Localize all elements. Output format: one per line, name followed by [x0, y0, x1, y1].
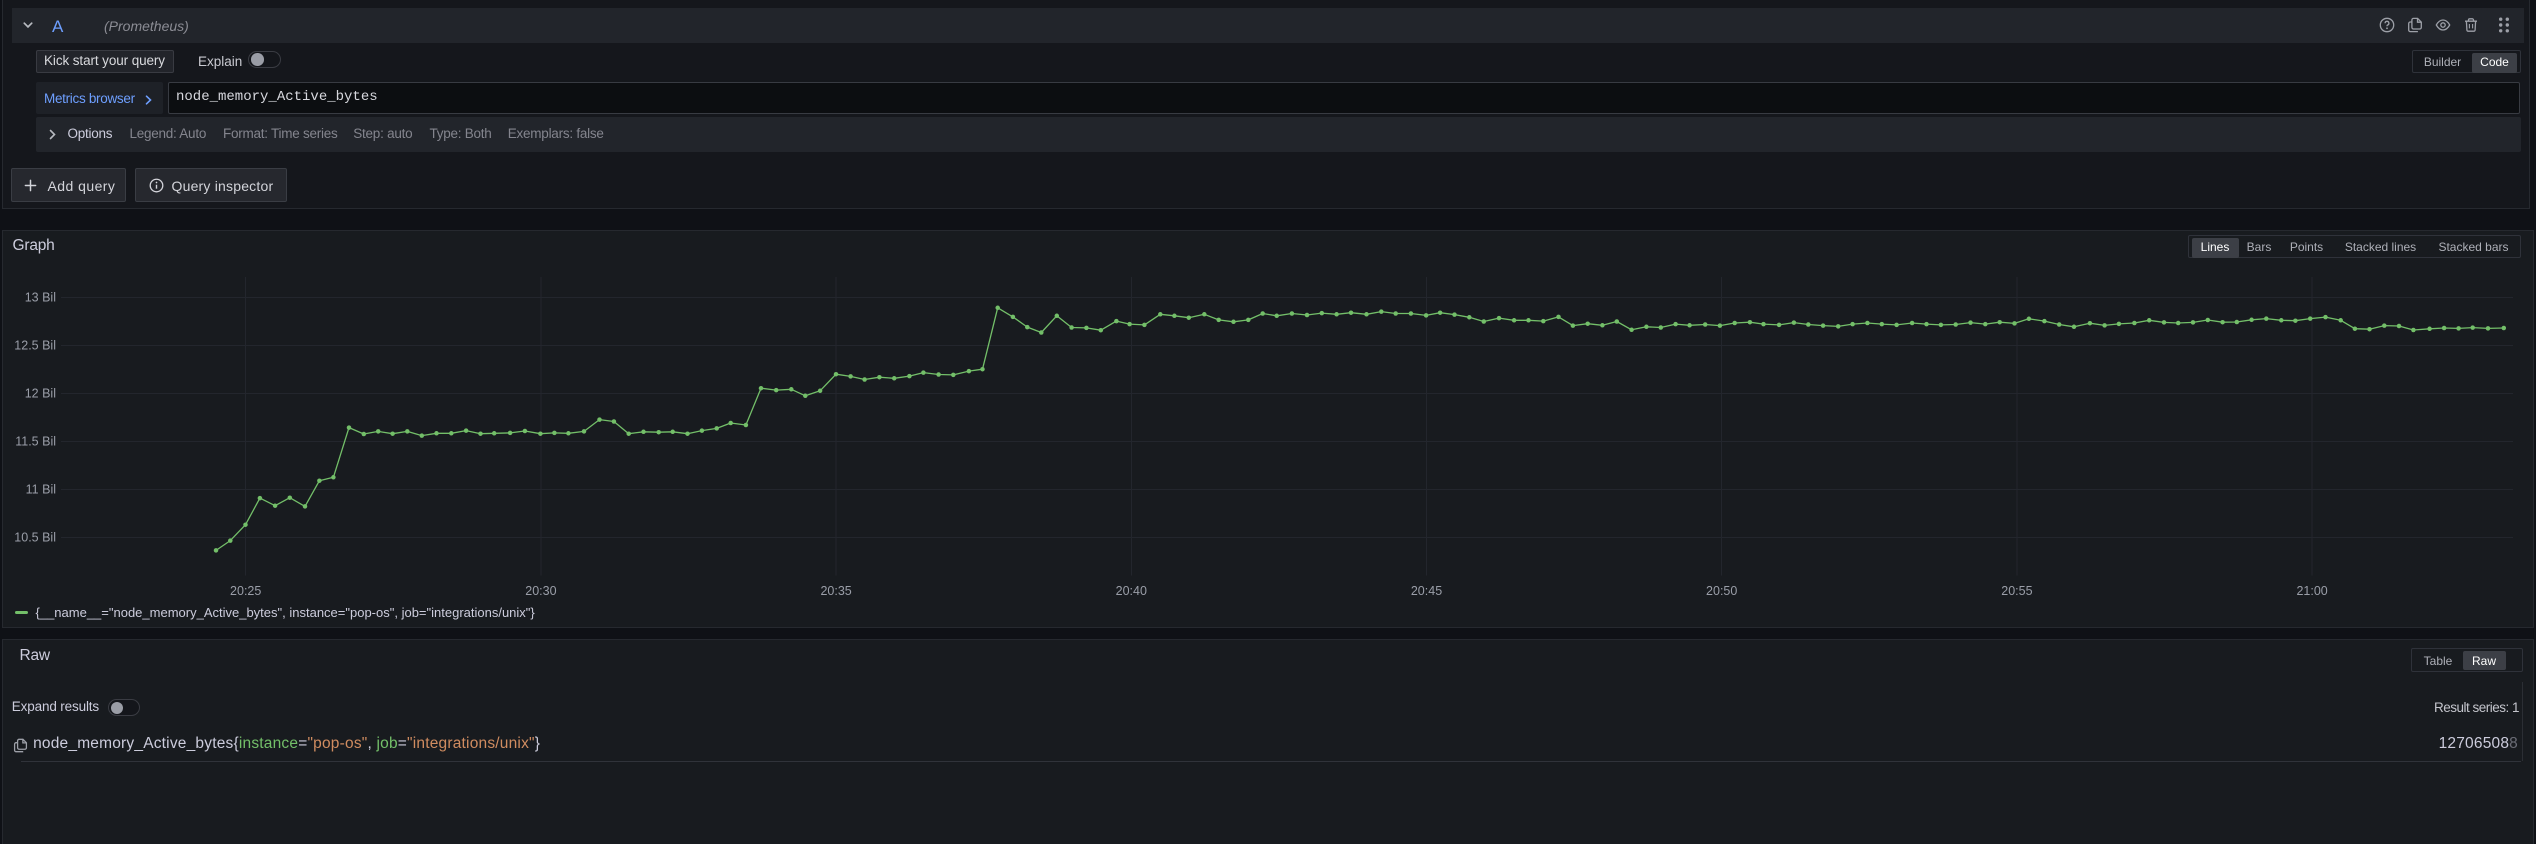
svg-text:12.5 Bil: 12.5 Bil — [14, 339, 56, 353]
svg-text:20:25: 20:25 — [230, 584, 261, 598]
svg-text:20:35: 20:35 — [820, 584, 851, 598]
svg-text:12 Bil: 12 Bil — [25, 387, 56, 401]
svg-text:11.5 Bil: 11.5 Bil — [15, 435, 56, 449]
svg-text:20:40: 20:40 — [1116, 584, 1147, 598]
svg-text:10.5 Bil: 10.5 Bil — [14, 530, 56, 544]
svg-text:20:45: 20:45 — [1411, 584, 1442, 598]
svg-text:21:00: 21:00 — [2296, 584, 2327, 598]
svg-text:20:30: 20:30 — [525, 584, 556, 598]
svg-text:13 Bil: 13 Bil — [25, 290, 56, 304]
svg-text:11 Bil: 11 Bil — [26, 483, 56, 497]
svg-text:20:55: 20:55 — [2001, 584, 2032, 598]
svg-text:20:50: 20:50 — [1706, 584, 1737, 598]
